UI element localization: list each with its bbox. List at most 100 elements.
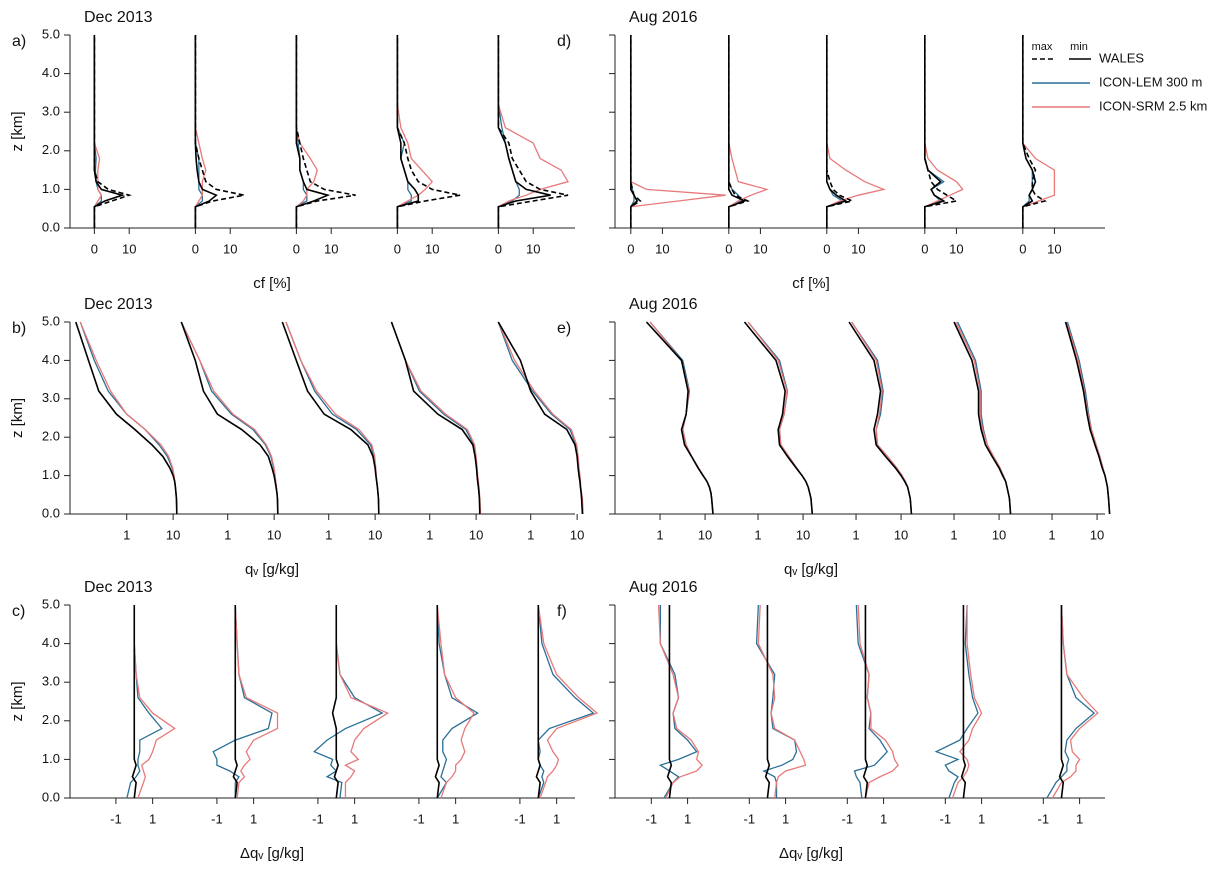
x-tick-label: -1 [110, 811, 122, 826]
x-tick-label: 10 [223, 241, 237, 256]
panel-label: a) [12, 33, 26, 50]
profile-line [826, 35, 848, 228]
panel-label: e) [557, 320, 571, 337]
x-tick-label: 10 [753, 241, 767, 256]
profile-line [630, 35, 639, 228]
x-axis-label: qᵥ [g/kg] [245, 561, 299, 578]
x-tick-label: 10 [851, 241, 865, 256]
y-tick-label: 2.0 [42, 712, 60, 727]
profile-line [194, 35, 218, 228]
profile-line [396, 35, 412, 228]
profile-line [497, 35, 569, 228]
profile-line [851, 321, 913, 515]
x-tick-label: 10 [796, 527, 810, 542]
x-tick-label: 1 [978, 811, 985, 826]
profile-line [180, 321, 279, 515]
profile-line [436, 604, 475, 799]
x-axis-label: Δqᵥ [g/kg] [240, 845, 304, 862]
y-tick-label: 0.0 [42, 789, 60, 804]
panel-label: d) [557, 33, 571, 50]
profile-line [747, 321, 813, 515]
panel-label: f) [557, 603, 567, 620]
profile-line [743, 321, 814, 515]
y-tick-label: 0.0 [42, 505, 60, 520]
x-tick-label: 1 [553, 811, 560, 826]
profile-line [955, 321, 1012, 515]
x-tick-label: 1 [656, 527, 663, 542]
profile-line [1022, 35, 1056, 228]
x-tick-label: 10 [324, 241, 338, 256]
y-tick-label: 0.0 [42, 219, 60, 234]
x-tick-label: 10 [1047, 241, 1061, 256]
profile-line [126, 605, 163, 799]
x-tick-label: -1 [1038, 811, 1050, 826]
panel-title: Aug 2016 [629, 296, 698, 313]
profile-line [862, 605, 869, 799]
x-tick-label: 1 [149, 811, 156, 826]
profile-line [93, 35, 102, 228]
y-tick-label: 4.0 [42, 352, 60, 367]
profile-line [537, 604, 599, 799]
profile-line [180, 321, 279, 515]
y-tick-label: 1.0 [42, 181, 60, 196]
x-tick-label: 10 [1090, 527, 1104, 542]
profile-line [497, 35, 551, 228]
y-tick-label: 5.0 [42, 596, 60, 611]
x-tick-label: -1 [211, 811, 223, 826]
x-tick-label: 0 [823, 241, 830, 256]
y-tick-label: 2.0 [42, 142, 60, 157]
y-tick-label: 4.0 [42, 635, 60, 650]
panel-label: c) [12, 603, 25, 620]
x-tick-label: 0 [725, 241, 732, 256]
x-tick-label: 1 [351, 811, 358, 826]
profile-line [851, 321, 913, 515]
x-tick-label: 1 [123, 527, 130, 542]
x-axis-label: cf [%] [792, 275, 830, 292]
x-tick-label: 1 [452, 811, 459, 826]
y-axis-label: z [km] [9, 398, 26, 438]
x-tick-label: 1 [426, 527, 433, 542]
profile-line [826, 35, 886, 228]
profile-line [658, 605, 698, 799]
profile-line [657, 604, 704, 799]
x-tick-label: 10 [992, 527, 1006, 542]
profile-line [728, 35, 751, 228]
profile-line [131, 605, 137, 799]
y-tick-label: 3.0 [42, 104, 60, 119]
profile-line [1051, 604, 1099, 799]
profile-line [93, 35, 125, 228]
profile-line [497, 35, 570, 228]
x-tick-label: 1 [527, 527, 534, 542]
profile-line [497, 321, 584, 515]
x-tick-label: 10 [166, 527, 180, 542]
profile-line [194, 35, 207, 228]
x-tick-label: 10 [894, 527, 908, 542]
panel-title: Dec 2013 [84, 579, 153, 596]
profile-line [75, 321, 178, 515]
profile-line [234, 604, 279, 799]
profile-line [1064, 321, 1111, 515]
x-tick-label: 10 [655, 241, 669, 256]
profile-line [79, 321, 178, 515]
profile-line [953, 321, 1012, 515]
x-tick-label: -1 [744, 811, 756, 826]
profile-line [934, 604, 979, 799]
profile-line [434, 605, 440, 799]
profile-line [281, 321, 380, 515]
x-tick-label: 1 [684, 811, 691, 826]
profile-line [1058, 605, 1065, 799]
x-tick-label: -1 [514, 811, 526, 826]
profile-line [313, 605, 384, 799]
x-tick-label: 10 [425, 241, 439, 256]
x-tick-label: 10 [570, 527, 584, 542]
x-tick-label: -1 [842, 811, 854, 826]
profile-line [747, 321, 813, 515]
profile-line [390, 321, 481, 515]
profile-line [649, 321, 714, 515]
profile-line [396, 35, 461, 228]
y-tick-label: 3.0 [42, 674, 60, 689]
x-tick-label: -1 [413, 811, 425, 826]
x-tick-label: 10 [526, 241, 540, 256]
profile-line [537, 604, 595, 799]
